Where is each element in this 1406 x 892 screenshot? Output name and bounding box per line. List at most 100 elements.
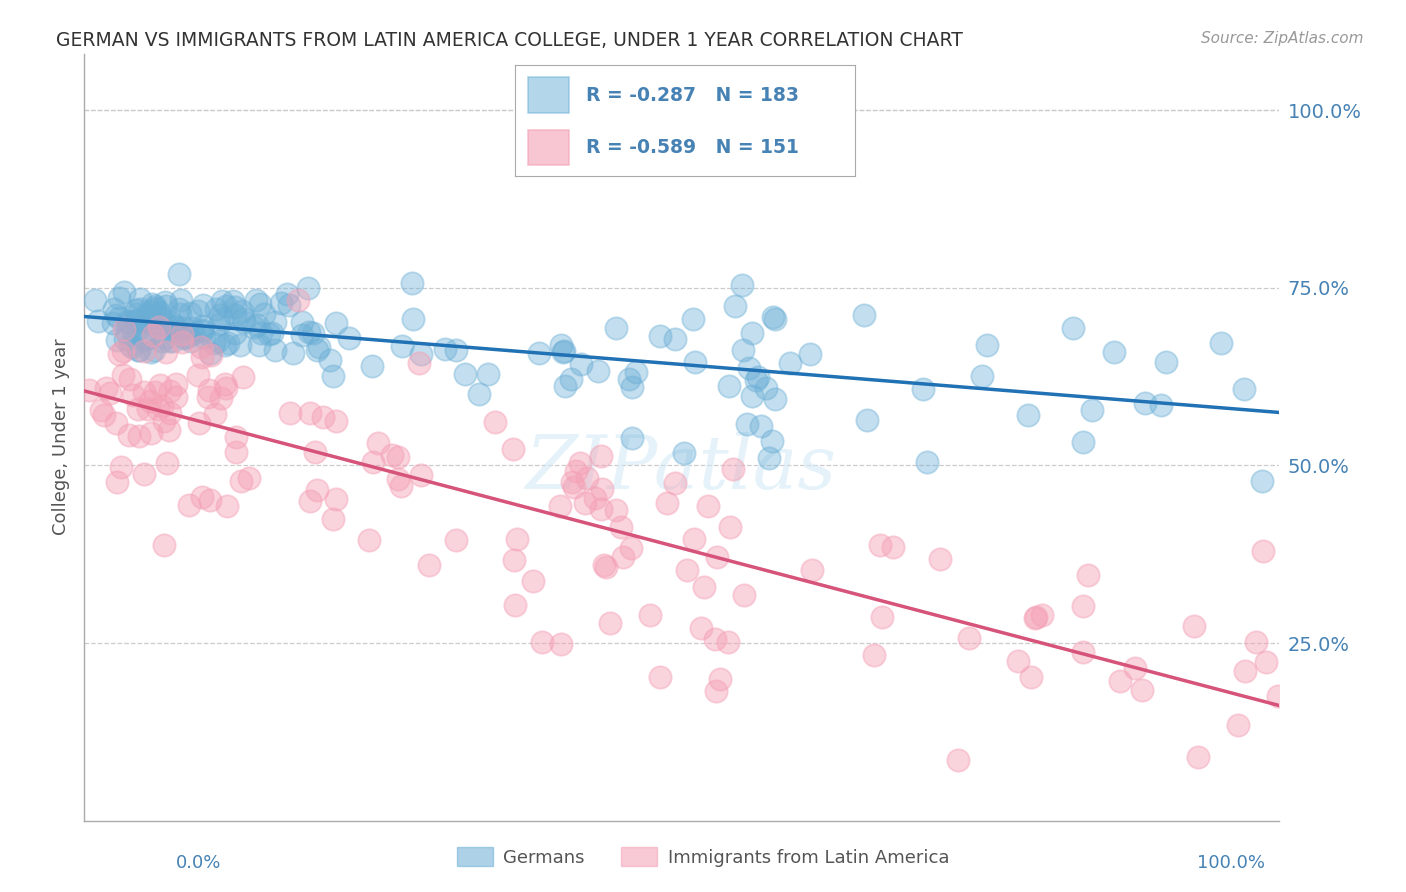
Point xyxy=(183,326,205,340)
Point xyxy=(731,278,754,293)
Point xyxy=(122,324,145,338)
Point xyxy=(418,558,440,573)
Point xyxy=(569,357,592,371)
Point xyxy=(225,445,247,459)
Point xyxy=(128,302,150,317)
Point xyxy=(683,532,706,546)
Point xyxy=(506,532,529,546)
Point xyxy=(325,491,347,506)
Point xyxy=(1156,355,1178,369)
Point xyxy=(564,464,586,478)
Point xyxy=(1025,609,1047,624)
Point xyxy=(214,337,236,351)
Y-axis label: College, Under 1 year: College, Under 1 year xyxy=(52,339,70,535)
Point xyxy=(568,456,591,470)
Point xyxy=(207,334,229,348)
Point xyxy=(180,334,202,348)
Point xyxy=(165,318,187,333)
Point xyxy=(120,371,142,385)
Point xyxy=(747,370,769,384)
Point xyxy=(104,416,127,430)
Point xyxy=(143,384,166,399)
Point xyxy=(159,384,181,398)
Point xyxy=(263,343,285,357)
Point xyxy=(799,347,821,361)
Point xyxy=(502,442,524,456)
Point xyxy=(593,558,616,572)
Point xyxy=(389,479,412,493)
Point xyxy=(139,425,162,440)
Point xyxy=(135,307,157,321)
Point xyxy=(149,310,172,324)
Point xyxy=(605,503,627,517)
Point xyxy=(107,333,129,347)
Point xyxy=(141,313,163,327)
Point xyxy=(650,329,672,343)
Point xyxy=(84,293,107,307)
Point xyxy=(298,494,321,508)
Point xyxy=(160,315,183,329)
Point xyxy=(503,598,526,612)
Point xyxy=(136,401,159,416)
Point xyxy=(187,368,209,382)
Point xyxy=(690,621,713,635)
Point xyxy=(1256,655,1278,669)
Point xyxy=(155,299,177,313)
Point xyxy=(882,540,904,554)
Point xyxy=(733,343,755,357)
Point xyxy=(433,342,456,356)
Point xyxy=(170,293,193,308)
Point xyxy=(307,483,329,497)
Point xyxy=(90,402,112,417)
Point xyxy=(733,588,755,602)
Point xyxy=(408,356,430,370)
Point xyxy=(575,471,598,485)
Point xyxy=(167,302,190,317)
Point xyxy=(277,298,299,312)
Point xyxy=(589,501,612,516)
Point xyxy=(148,402,170,417)
Point xyxy=(150,399,173,413)
Point xyxy=(723,462,745,476)
Point xyxy=(188,416,211,430)
Point xyxy=(311,410,333,425)
Point xyxy=(187,304,209,318)
Point xyxy=(172,321,194,335)
Point xyxy=(110,459,132,474)
Point xyxy=(176,329,198,343)
Point xyxy=(139,393,162,408)
Point xyxy=(741,326,763,341)
Point xyxy=(561,475,583,489)
Point xyxy=(574,496,596,510)
Point xyxy=(107,291,129,305)
Point xyxy=(214,377,236,392)
Point xyxy=(114,285,136,299)
Point xyxy=(127,343,149,358)
Point xyxy=(224,301,246,315)
Point xyxy=(150,320,173,334)
Point xyxy=(229,475,252,489)
Point xyxy=(1251,544,1274,558)
Point xyxy=(159,406,181,420)
Point xyxy=(360,359,382,373)
Point xyxy=(706,549,728,564)
Point xyxy=(205,302,228,317)
Point xyxy=(198,384,221,398)
Point xyxy=(554,379,576,393)
Point xyxy=(620,541,643,556)
Point xyxy=(1244,635,1267,649)
Point xyxy=(139,305,162,319)
Point xyxy=(321,368,343,383)
Point xyxy=(1062,321,1084,335)
Point xyxy=(224,326,246,341)
Point xyxy=(134,384,156,399)
Point xyxy=(718,519,741,533)
Point xyxy=(231,304,253,318)
Point xyxy=(741,389,763,403)
Point xyxy=(276,287,298,301)
Point xyxy=(105,308,128,322)
Point xyxy=(77,383,100,397)
Point xyxy=(135,312,157,326)
Point xyxy=(1017,409,1039,423)
Point xyxy=(758,450,780,465)
